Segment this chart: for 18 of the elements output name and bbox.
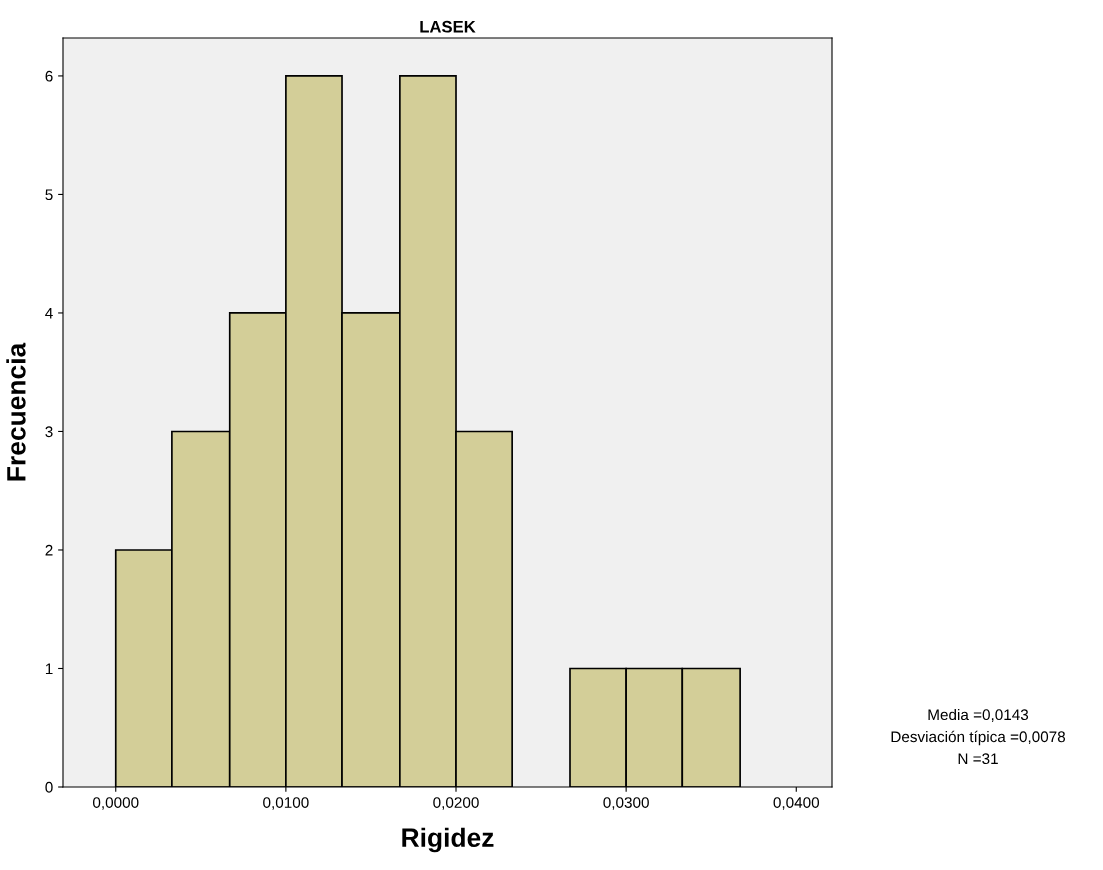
chart-title: LASEK [420,20,476,33]
x-axis-title: Rigidez [402,827,494,853]
x-tick-label: 0,0300 [603,797,649,810]
x-tick-label: 0,0200 [433,797,479,810]
y-tick-label: 5 [45,189,53,201]
text: Desviación típica =0,0078 [891,730,1066,746]
y-tick-label: 4 [45,307,53,319]
x-tick-label: 0,0400 [773,797,820,810]
text: N =31 [958,753,998,765]
text: Media =0,0143 [928,708,1029,722]
y-tick-label: 1 [45,663,53,675]
y-tick-label: 6 [45,70,53,82]
y-tick-label: 2 [45,544,53,556]
y-axis-title: Frecuencia [6,342,26,481]
x-tick-label: 0,0000 [92,797,139,810]
x-tick-label: 0,0100 [263,797,309,810]
y-tick-label: 3 [45,426,53,438]
y-tick-label: 0 [45,781,53,793]
